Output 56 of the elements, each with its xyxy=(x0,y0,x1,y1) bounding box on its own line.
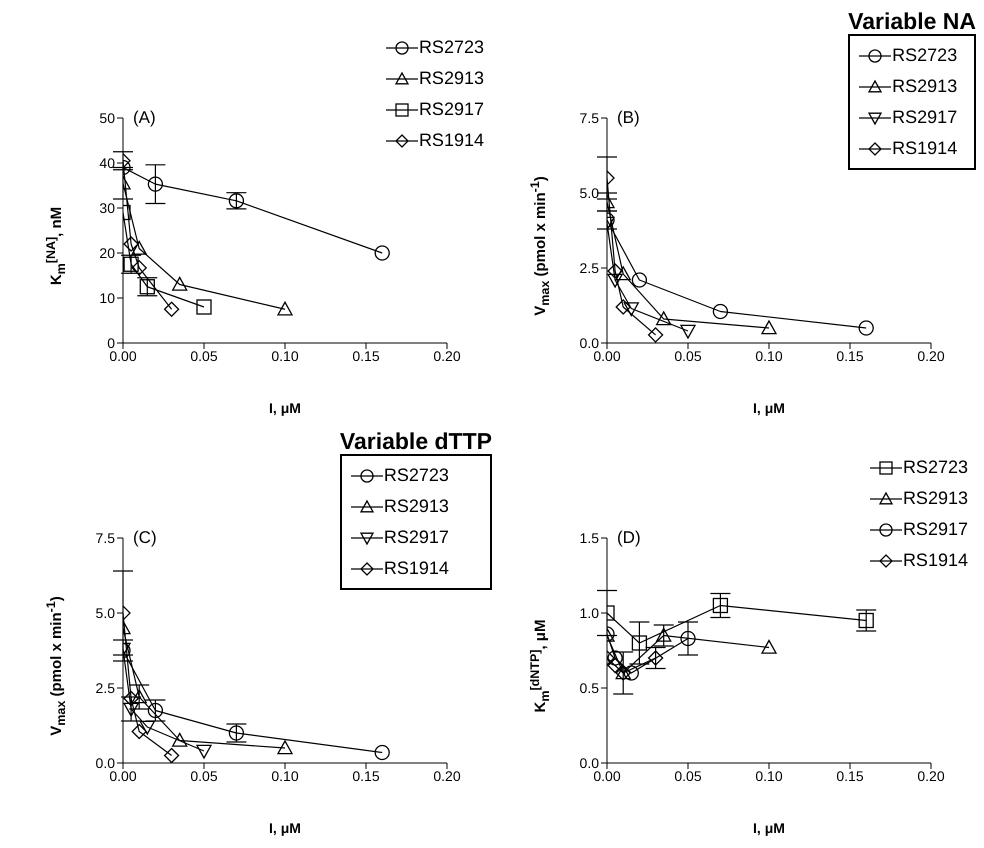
x-tick-label: 0.10 xyxy=(755,348,783,364)
legend-label: RS2723 xyxy=(418,37,484,58)
x-tick-label: 0.05 xyxy=(190,348,218,364)
legend-label: RS2913 xyxy=(384,496,449,517)
y-tick-label: 0.5 xyxy=(580,680,600,696)
x-axis-title: I, μM xyxy=(752,820,786,836)
x-tick-label: 0.05 xyxy=(674,768,702,784)
legend-label: RS2913 xyxy=(418,68,484,89)
y-tick-label: 2.5 xyxy=(580,260,600,276)
y-tick-label: 7.5 xyxy=(96,530,116,546)
x-tick-label: 0.05 xyxy=(674,348,702,364)
legend-label: RS2913 xyxy=(902,488,968,509)
legend-label: RS1914 xyxy=(892,138,958,159)
legend-title: Variable NA xyxy=(848,8,976,34)
y-tick-label: 40 xyxy=(99,154,116,171)
y-tick-label: 30 xyxy=(99,200,116,216)
legend-label: RS2917 xyxy=(384,527,449,548)
chart-title: (D) xyxy=(617,528,641,548)
chart-title: (C) xyxy=(133,528,157,548)
legend-label: RS1914 xyxy=(418,130,484,151)
x-tick-label: 0.05 xyxy=(190,768,218,784)
legend-label: RS1914 xyxy=(902,550,968,571)
x-tick-label: 0.15 xyxy=(836,348,864,364)
y-tick-label: 5.0 xyxy=(580,184,600,201)
legend-label: RS2723 xyxy=(384,465,449,486)
x-tick-label: 0.15 xyxy=(352,348,380,364)
x-tick-label: 0.10 xyxy=(755,768,783,784)
y-tick-label: 20 xyxy=(99,244,116,261)
y-tick-label: 1.0 xyxy=(580,604,600,621)
legend-label: RS2723 xyxy=(902,457,968,478)
legend-label: RS2913 xyxy=(892,76,958,97)
legend-label: RS2723 xyxy=(892,45,958,66)
x-tick-label: 0.10 xyxy=(271,768,299,784)
x-axis-title: I, μM xyxy=(268,400,302,416)
legend-title: Variable dTTP xyxy=(340,428,492,454)
y-tick-label: 7.5 xyxy=(580,110,600,126)
x-tick-label: 0.15 xyxy=(352,768,380,784)
x-tick-label: 0.20 xyxy=(917,768,945,784)
chart-title: (B) xyxy=(617,108,640,128)
y-tick-label: 1.5 xyxy=(580,530,600,546)
y-tick-label: 5.0 xyxy=(96,604,116,621)
chart-title: (A) xyxy=(133,108,156,128)
x-tick-label: 0.20 xyxy=(917,348,945,364)
legend-label: RS2917 xyxy=(418,99,484,120)
y-tick-label: 2.5 xyxy=(96,680,116,696)
legend-label: RS1914 xyxy=(384,558,449,579)
y-tick-label: 10 xyxy=(99,290,116,306)
legend-label: RS2917 xyxy=(902,519,968,540)
x-tick-label: 0.10 xyxy=(271,348,299,364)
x-tick-label: 0.20 xyxy=(433,768,461,784)
x-tick-label: 0.15 xyxy=(836,768,864,784)
legend-label: RS2917 xyxy=(892,107,958,128)
x-axis-title: I, μM xyxy=(752,400,786,416)
x-axis-title: I, μM xyxy=(268,820,302,836)
y-tick-label: 50 xyxy=(99,110,116,126)
x-tick-label: 0.20 xyxy=(433,348,461,364)
